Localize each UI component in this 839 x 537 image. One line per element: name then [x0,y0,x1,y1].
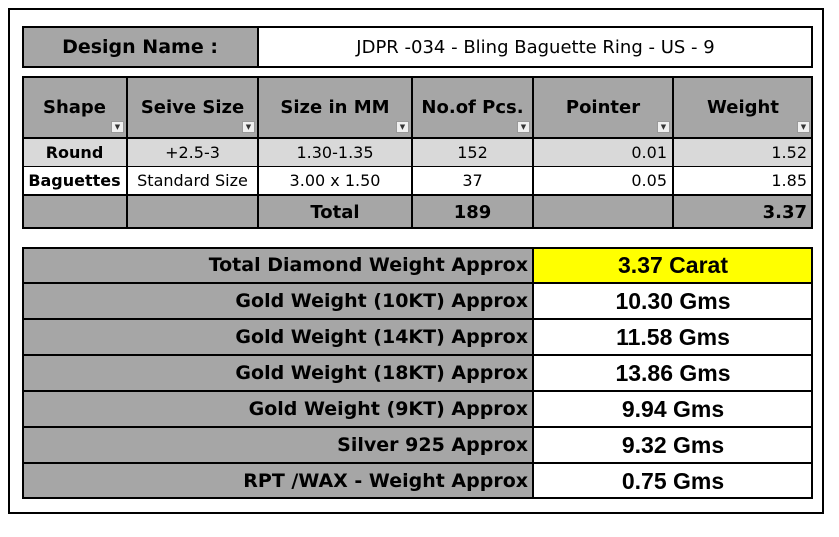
total-blank [533,195,673,229]
filter-button: ▼ [657,121,670,133]
column-header-text: Pointer [565,96,641,118]
filter-button: ▼ [797,121,810,133]
summary-label: Gold Weight (18KT) Approx [22,355,533,391]
table-cell: 0.01 [533,138,673,167]
filter-button: ▼ [242,121,255,133]
total-label-text: Total [310,201,360,223]
table-cell-text: 0.05 [631,171,667,190]
column-header: Shape [22,76,127,138]
column-header-text: Shape [42,96,107,118]
summary-value-text: 13.86 Gms [615,359,731,386]
total-label: Total [258,195,412,229]
table-cell: Baguettes [22,166,127,195]
table-cell: 1.52 [673,138,813,167]
summary-value: 10.30 Gms [533,283,813,319]
total-weight: 3.37 [673,195,813,229]
summary-value-text: 9.32 Gms [621,431,725,458]
table-cell-text: Round [45,143,104,162]
table-cell-text: Baguettes [28,171,121,190]
table-cell: +2.5-3 [127,138,258,167]
summary-label-text: Gold Weight (14KT) Approx [235,326,528,348]
column-header-text: No.of Pcs. [421,96,524,118]
total-blank [22,195,127,229]
table-cell: 152 [412,138,533,167]
column-header-text: Weight [707,96,779,118]
column-header-text: Seive Size [140,96,245,118]
summary-label-text: Gold Weight (10KT) Approx [235,290,528,312]
table-cell: 37 [412,166,533,195]
summary-label-text: Gold Weight (9KT) Approx [248,398,528,420]
design-label: Design Name : [22,26,258,68]
table-cell: Round [22,138,127,167]
summary-value: 0.75 Gms [533,463,813,499]
table-cell-text: 37 [462,171,483,190]
summary-value-text: 3.37 Carat [618,251,728,278]
table-cell-text: 1.30-1.35 [296,143,374,162]
column-header: Size in MM [258,76,412,138]
column-header: No.of Pcs. [412,76,533,138]
summary-label-text: Gold Weight (18KT) Approx [235,362,528,384]
column-header: Seive Size [127,76,258,138]
summary-value-text: 9.94 Gms [621,395,725,422]
design-value: JDPR -034 - Bling Baguette Ring - US - 9 [258,26,813,68]
summary-label: Silver 925 Approx [22,427,533,463]
table-cell: 1.30-1.35 [258,138,412,167]
column-header: Weight [673,76,813,138]
summary-label: RPT /WAX - Weight Approx [22,463,533,499]
summary-label: Total Diamond Weight Approx [22,247,533,283]
filter-button: ▼ [111,121,124,133]
table-cell: 1.85 [673,166,813,195]
table-cell-text: +2.5-3 [165,143,220,162]
summary-label-text: RPT /WAX - Weight Approx [243,470,528,492]
table-cell: 0.05 [533,166,673,195]
summary-value: 13.86 Gms [533,355,813,391]
table-cell-text: Standard Size [137,171,248,190]
filter-button: ▼ [517,121,530,133]
total-weight-text: 3.37 [762,201,807,223]
summary-value-text: 11.58 Gms [616,323,730,350]
summary-value-text: 10.30 Gms [615,287,731,314]
summary-label: Gold Weight (9KT) Approx [22,391,533,427]
summary-value: 9.32 Gms [533,427,813,463]
table-cell-text: 1.85 [771,171,807,190]
table-cell-text: 0.01 [631,143,667,162]
filter-button: ▼ [396,121,409,133]
column-header-text: Size in MM [280,96,390,118]
summary-value: 11.58 Gms [533,319,813,355]
table-cell-text: 1.52 [771,143,807,162]
table-cell: Standard Size [127,166,258,195]
table-cell: 3.00 x 1.50 [258,166,412,195]
design-label-text: Design Name : [62,36,218,58]
summary-label: Gold Weight (14KT) Approx [22,319,533,355]
summary-value-text: 0.75 Gms [621,467,725,494]
table-cell-text: 3.00 x 1.50 [289,171,381,190]
design-value-text: JDPR -034 - Bling Baguette Ring - US - 9 [356,36,715,58]
total-pcs-text: 189 [453,201,492,223]
sheet-frame [8,8,824,514]
summary-label-text: Silver 925 Approx [337,434,528,456]
summary-label: Gold Weight (10KT) Approx [22,283,533,319]
summary-value: 9.94 Gms [533,391,813,427]
summary-label-text: Total Diamond Weight Approx [208,254,528,276]
table-cell-text: 152 [457,143,488,162]
total-pcs: 189 [412,195,533,229]
total-blank [127,195,258,229]
column-header: Pointer [533,76,673,138]
summary-value: 3.37 Carat [533,247,813,283]
